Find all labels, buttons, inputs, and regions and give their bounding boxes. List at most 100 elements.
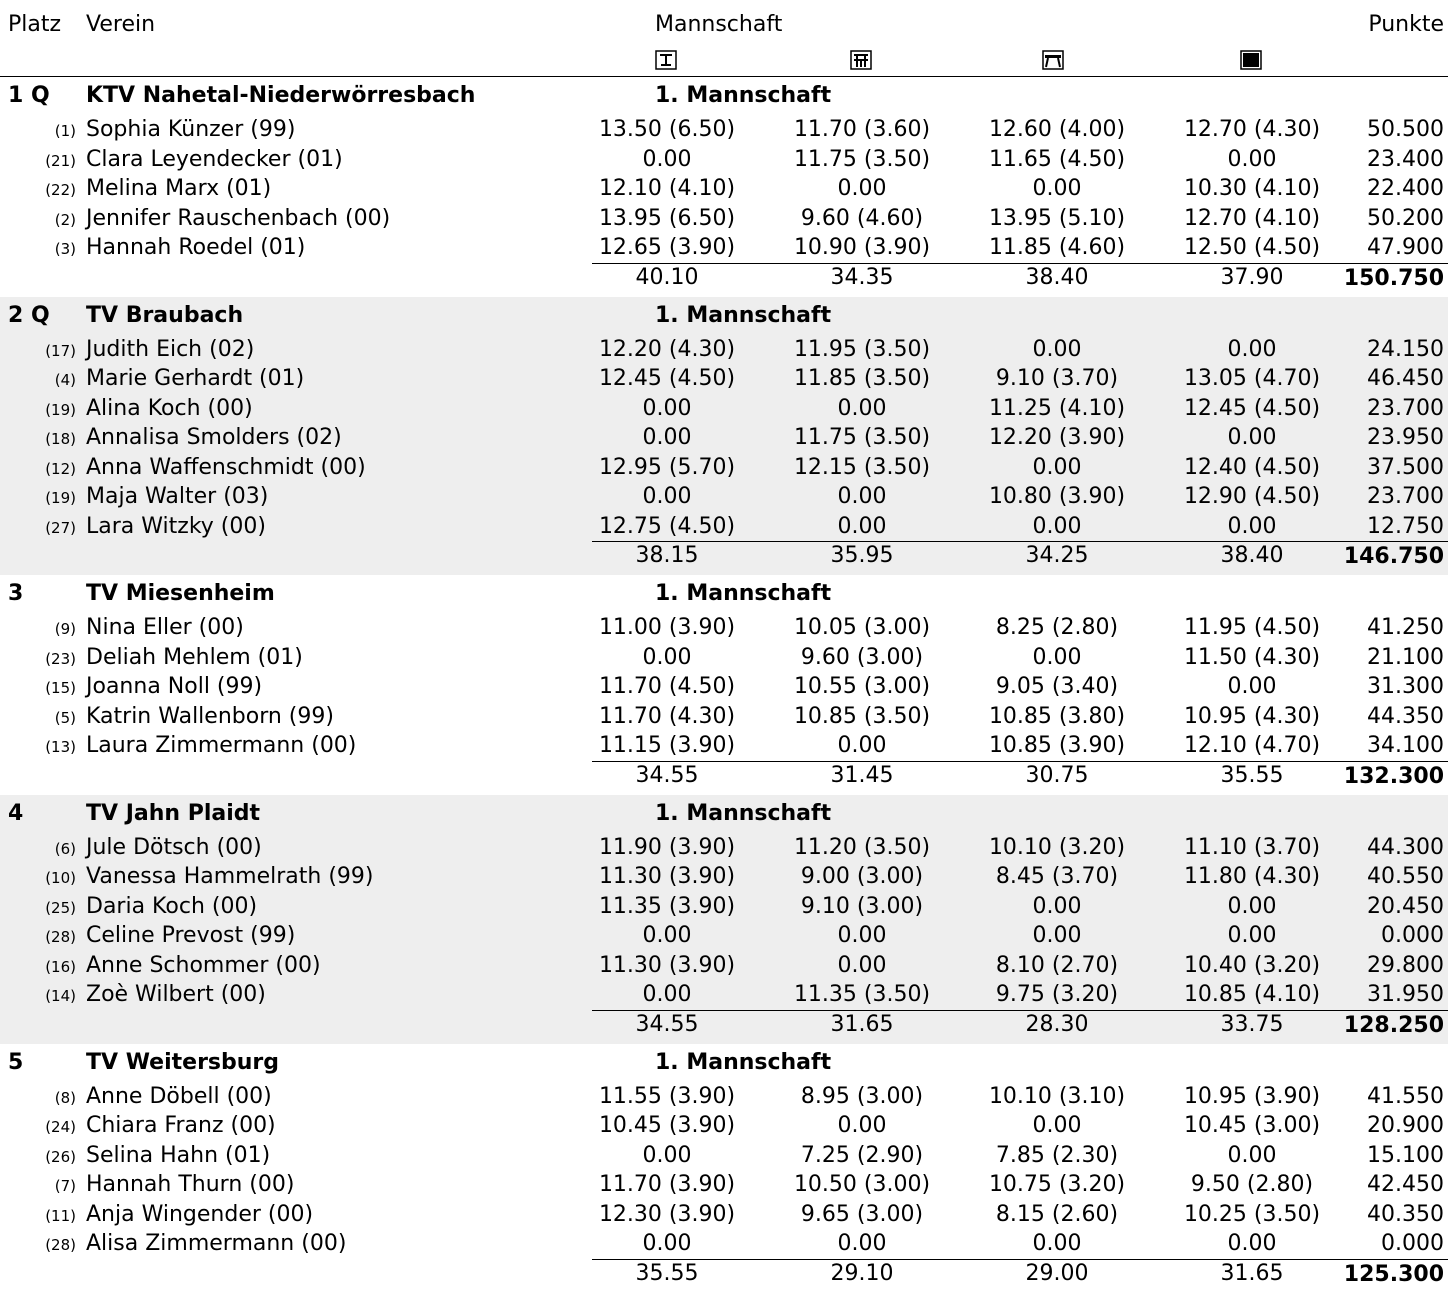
sum-divider xyxy=(592,1009,1448,1011)
apparatus-score: 10.80 (3.90) xyxy=(988,484,1126,509)
gymnast-row: (1) Sophia Künzer (99) 13.50 (6.50) 11.70 (… xyxy=(0,115,1448,145)
gymnast-total: 42.450 xyxy=(1367,1172,1444,1197)
team-grand-total: 125.300 xyxy=(1343,1261,1444,1287)
apparatus-score: 8.10 (2.70) xyxy=(995,952,1119,978)
apparatus-team-total: 33.75 xyxy=(1220,1011,1284,1037)
gymnast-name: Jennifer Rauschenbach (00) xyxy=(86,205,391,231)
gymnast-row: (16) Anne Schommer (00) 11.30 (3.90) 0.00 8.… xyxy=(0,951,1448,981)
apparatus-score: 9.50 (2.80) xyxy=(1190,1172,1314,1197)
apparatus-team-total: 35.95 xyxy=(830,543,894,568)
apparatus-score: 10.10 (3.10) xyxy=(988,1083,1126,1109)
gymnast-row: (15) Joanna Noll (99) 11.70 (4.50) 10.55 (3… xyxy=(0,672,1448,702)
apparatus-team-total: 40.10 xyxy=(635,264,699,290)
apparatus-score: 0.00 xyxy=(1032,644,1082,670)
team-row: 2 Q TV Braubach 1. Mannschaft xyxy=(0,297,1448,335)
team-rank: 1 Q xyxy=(8,83,50,108)
gymnast-total: 22.400 xyxy=(1367,176,1444,201)
start-number: (10) xyxy=(45,869,76,887)
apparatus-score: 0.00 xyxy=(642,484,692,509)
gymnast-name: Daria Koch (00) xyxy=(86,893,258,919)
apparatus-score: 12.70 (4.30) xyxy=(1183,117,1321,142)
apparatus-score: 12.20 (4.30) xyxy=(598,336,736,362)
header-verein: Verein xyxy=(86,12,156,37)
team-squad: 1. Mannschaft xyxy=(655,83,832,108)
gymnast-row: (21) Clara Leyendecker (01) 0.00 11.75 (3.5… xyxy=(0,145,1448,175)
gymnast-name: Lara Witzky (00) xyxy=(86,513,266,539)
apparatus-score: 11.75 (3.50) xyxy=(793,146,931,172)
apparatus-score: 0.00 xyxy=(1032,454,1082,480)
gymnast-row: (4) Marie Gerhardt (01) 12.45 (4.50) 11.85 … xyxy=(0,364,1448,394)
gymnast-name: Anna Waffenschmidt (00) xyxy=(86,454,366,480)
gymnast-name: Alisa Zimmermann (00) xyxy=(86,1231,347,1256)
apparatus-team-total: 34.55 xyxy=(635,762,699,788)
apparatus-team-total: 34.25 xyxy=(1025,543,1089,568)
sum-divider xyxy=(592,760,1448,762)
team-grand-total: 128.250 xyxy=(1343,1012,1444,1038)
gymnast-total: 15.100 xyxy=(1367,1142,1444,1168)
apparatus-score: 0.00 xyxy=(837,1113,887,1138)
team-rank: 3 xyxy=(8,581,24,606)
start-number: (19) xyxy=(45,400,76,419)
apparatus-score: 11.00 (3.90) xyxy=(598,615,736,640)
team-sum-row: 38.15 35.95 34.25 38.40 146.750 xyxy=(0,541,1448,575)
team-squad: 1. Mannschaft xyxy=(655,581,832,606)
apparatus-score: 12.45 (4.50) xyxy=(598,366,736,391)
gymnast-total: 41.250 xyxy=(1367,615,1444,640)
apparatus-score: 0.00 xyxy=(837,1231,887,1256)
apparatus-score: 0.00 xyxy=(642,1231,692,1256)
gymnast-row: (7) Hannah Thurn (00) 11.70 (3.90) 10.50 (3… xyxy=(0,1170,1448,1200)
team-block: 3 TV Miesenheim 1. Mannschaft (9) Nina Eller… xyxy=(0,575,1448,795)
gymnast-row: (14) Zoè Wilbert (00) 0.00 11.35 (3.50) 9.75… xyxy=(0,980,1448,1010)
gymnast-total: 31.950 xyxy=(1367,982,1444,1007)
start-number: (2) xyxy=(54,210,76,229)
gymnast-row: (5) Katrin Wallenborn (99) 11.70 (4.30) 10.… xyxy=(0,702,1448,732)
apparatus-score: 11.35 (3.50) xyxy=(793,982,931,1007)
gymnast-name: Celine Prevost (99) xyxy=(86,923,296,948)
apparatus-score: 11.30 (3.90) xyxy=(598,952,736,978)
start-number: (6) xyxy=(54,839,76,858)
apparatus-score: 12.40 (4.50) xyxy=(1183,454,1321,480)
start-number: (4) xyxy=(54,371,76,389)
apparatus-score: 9.60 (4.60) xyxy=(800,205,924,231)
gymnast-name: Melina Marx (01) xyxy=(86,176,272,201)
gymnast-name: Marie Gerhardt (01) xyxy=(86,366,305,391)
start-number: (22) xyxy=(45,181,76,199)
apparatus-score: 10.85 (4.10) xyxy=(1183,982,1321,1007)
gymnast-name: Katrin Wallenborn (99) xyxy=(86,703,334,729)
gymnast-row: (23) Deliah Mehlem (01) 0.00 9.60 (3.00) 0.0… xyxy=(0,643,1448,673)
gymnast-name: Judith Eich (02) xyxy=(86,336,255,362)
apparatus-score: 12.65 (3.90) xyxy=(598,235,736,260)
team-grand-total: 132.300 xyxy=(1343,763,1444,789)
apparatus-score: 0.00 xyxy=(1227,893,1277,919)
apparatus-score: 11.85 (3.50) xyxy=(793,366,931,391)
gymnast-name: Laura Zimmermann (00) xyxy=(86,733,357,758)
team-block: 1 Q KTV Nahetal-Niederwörresbach 1. Mannsc… xyxy=(0,77,1448,297)
gymnast-name: Hannah Thurn (00) xyxy=(86,1172,295,1197)
gymnast-name: Maja Walter (03) xyxy=(86,484,269,509)
gymnast-row: (2) Jennifer Rauschenbach (00) 13.95 (6.50… xyxy=(0,204,1448,234)
start-number: (17) xyxy=(45,341,76,360)
header-platz: Platz xyxy=(8,12,62,37)
gymnast-total: 29.800 xyxy=(1367,952,1444,978)
gymnast-row: (8) Anne Döbell (00) 11.55 (3.90) 8.95 (3.0… xyxy=(0,1082,1448,1112)
gymnast-name: Annalisa Smolders (02) xyxy=(86,425,342,450)
gymnast-name: Vanessa Hammelrath (99) xyxy=(86,864,374,889)
gymnast-name: Joanna Noll (99) xyxy=(86,674,263,699)
apparatus-score: 10.55 (3.00) xyxy=(793,674,931,699)
gymnast-total: 31.300 xyxy=(1367,674,1444,699)
apparatus-score: 10.95 (3.90) xyxy=(1183,1083,1321,1109)
gymnast-name: Alina Koch (00) xyxy=(86,395,253,421)
team-rank: 4 xyxy=(8,800,24,826)
apparatus-team-total: 31.65 xyxy=(1220,1260,1284,1286)
sum-divider xyxy=(592,262,1448,264)
gymnast-total: 12.750 xyxy=(1367,513,1444,539)
apparatus-score: 0.00 xyxy=(1227,1142,1277,1168)
start-number: (21) xyxy=(45,151,76,170)
apparatus-score: 13.95 (5.10) xyxy=(988,205,1126,231)
gymnast-total: 0.000 xyxy=(1381,1231,1444,1256)
gymnast-total: 23.400 xyxy=(1367,146,1444,172)
apparatus-score: 9.65 (3.00) xyxy=(800,1201,924,1227)
gymnast-row: (11) Anja Wingender (00) 12.30 (3.90) 9.65 … xyxy=(0,1200,1448,1230)
apparatus-team-total: 30.75 xyxy=(1025,762,1089,788)
apparatus-score: 11.25 (4.10) xyxy=(988,395,1126,421)
